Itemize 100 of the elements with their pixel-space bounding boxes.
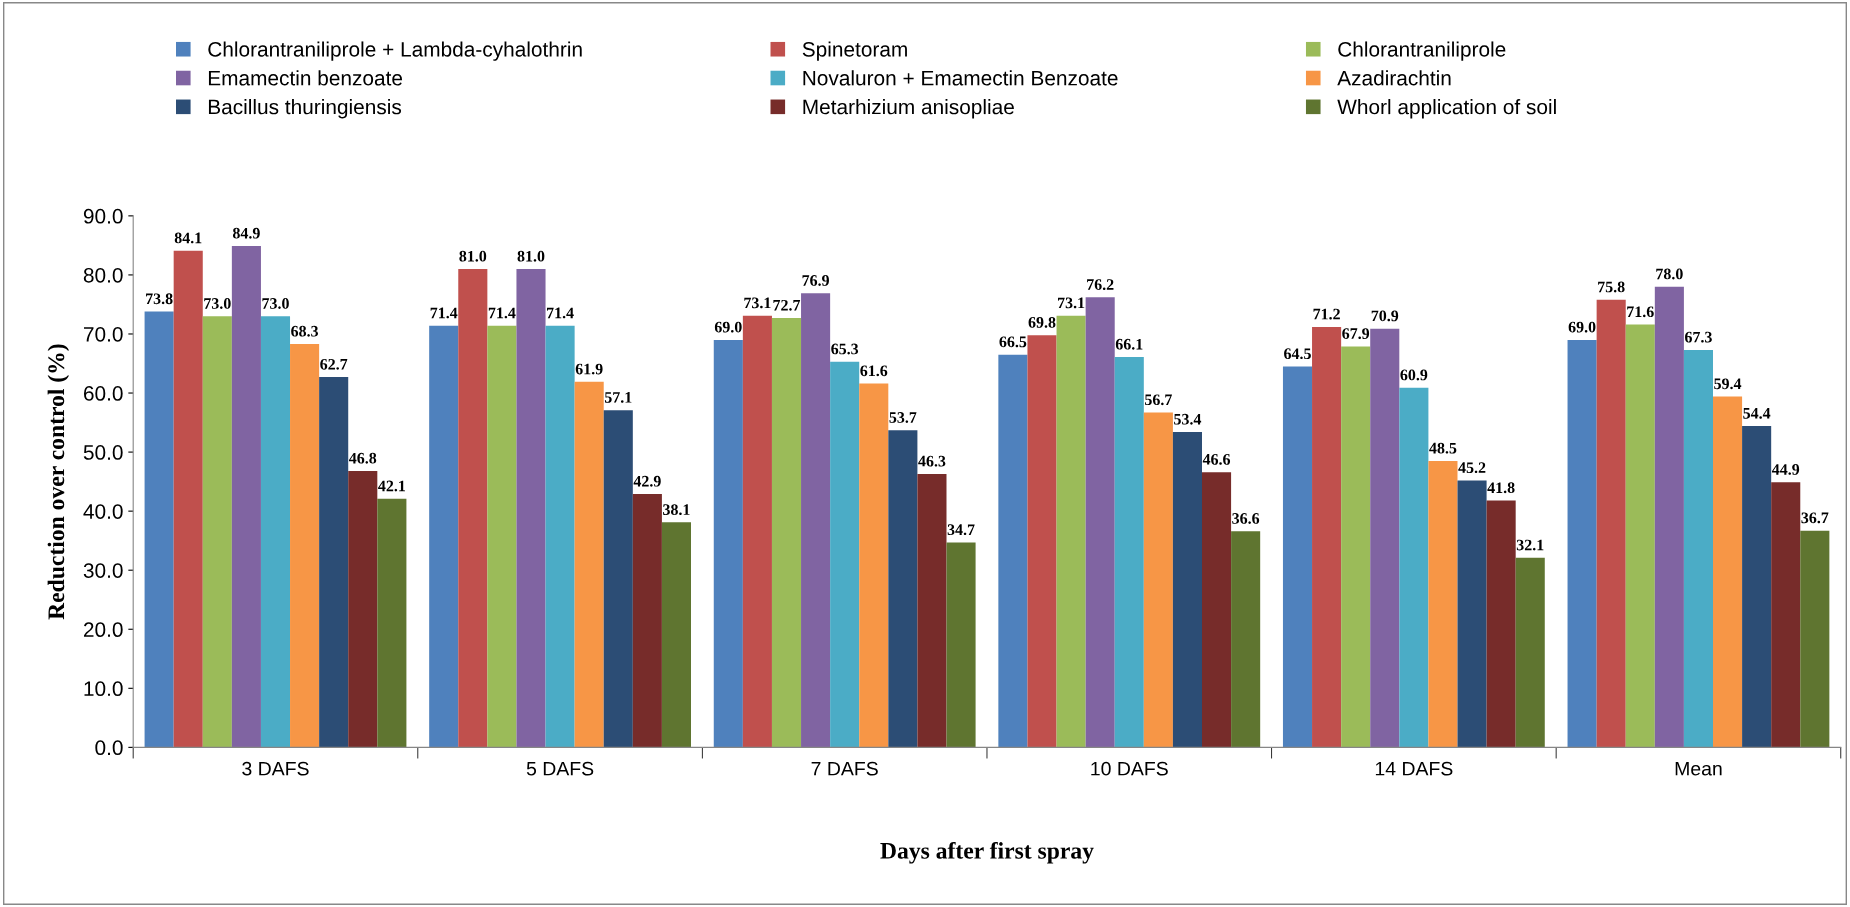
bar xyxy=(1370,328,1400,748)
bar xyxy=(260,316,291,748)
x-tick-label: 3 DAFS xyxy=(242,761,309,776)
bar xyxy=(1596,299,1626,748)
bar xyxy=(487,325,517,748)
data-label: 56.7 xyxy=(1145,394,1172,406)
data-label: 59.4 xyxy=(1714,378,1742,390)
bar xyxy=(1428,460,1458,748)
legend-label: Metarhizium anisopliae xyxy=(803,99,1014,119)
legend-label: Chlorantraniliprole xyxy=(1338,41,1506,61)
data-label: 67.9 xyxy=(1342,328,1370,340)
bar xyxy=(1399,387,1429,748)
x-tick-label: 14 DAFS xyxy=(1375,761,1453,776)
data-label: 42.1 xyxy=(378,480,406,492)
data-label: 81.0 xyxy=(459,250,487,262)
bar xyxy=(771,318,802,748)
legend-label: Azadirachtin xyxy=(1337,70,1451,86)
x-axis-title: Days after first spray xyxy=(880,841,1094,864)
bar xyxy=(1486,500,1516,748)
data-label: 42.9 xyxy=(633,475,661,487)
data-label: 76.2 xyxy=(1087,279,1114,291)
legend-label: Emamectin benzoate xyxy=(208,70,403,86)
data-label: 78.0 xyxy=(1656,268,1683,280)
bar xyxy=(888,430,918,748)
bar xyxy=(1143,412,1173,748)
x-tick-label: 7 DAFS xyxy=(811,761,878,776)
bar xyxy=(429,325,459,748)
bar xyxy=(458,269,488,748)
data-label: 73.8 xyxy=(146,293,173,305)
x-tick-label: 10 DAFS xyxy=(1091,761,1168,776)
data-label: 71.4 xyxy=(488,307,516,319)
data-label: 69.0 xyxy=(1568,321,1596,333)
bar xyxy=(1282,366,1313,748)
y-tick-label: 80.0 xyxy=(83,267,123,283)
bar xyxy=(377,498,407,748)
data-label: 81.0 xyxy=(517,250,545,262)
bar xyxy=(1085,297,1115,748)
data-label: 73.0 xyxy=(262,298,289,309)
x-tick-label: 5 DAFS xyxy=(526,761,594,776)
data-label: 69.0 xyxy=(714,321,742,333)
data-label: 57.1 xyxy=(604,392,632,403)
bar xyxy=(1713,396,1743,748)
y-axis-title: Reduction over control (%) xyxy=(47,344,70,620)
data-label: 84.1 xyxy=(174,232,202,244)
y-tick-label: 20.0 xyxy=(83,622,123,638)
data-label: 73.1 xyxy=(1058,297,1085,309)
data-label: 68.3 xyxy=(291,325,319,337)
data-label: 38.1 xyxy=(663,504,690,516)
data-label: 70.9 xyxy=(1371,310,1399,322)
data-label: 53.4 xyxy=(1174,413,1202,425)
bar xyxy=(1625,324,1655,748)
data-label: 45.2 xyxy=(1458,462,1486,474)
bar xyxy=(1771,482,1801,748)
bar xyxy=(801,293,831,748)
data-label: 71.4 xyxy=(430,307,458,319)
legend-label: Spinetoram xyxy=(802,41,907,61)
bar xyxy=(231,245,261,748)
data-label: 66.5 xyxy=(999,336,1027,348)
bar xyxy=(998,354,1028,748)
bar xyxy=(545,325,575,748)
bar xyxy=(1231,531,1261,748)
bar xyxy=(632,494,662,748)
y-tick-label: 90.0 xyxy=(83,208,123,224)
bar xyxy=(516,269,546,748)
data-label: 71.6 xyxy=(1627,306,1654,318)
y-tick-label: 10.0 xyxy=(84,681,123,697)
x-tick-label: Mean xyxy=(1675,761,1722,776)
bar xyxy=(1654,286,1684,748)
bar xyxy=(1800,530,1830,748)
bar xyxy=(830,361,860,748)
bar xyxy=(1742,426,1772,748)
bar xyxy=(1312,326,1342,748)
data-label: 61.6 xyxy=(860,365,888,377)
data-label: 36.6 xyxy=(1232,513,1260,524)
y-tick-label: 30.0 xyxy=(83,563,123,578)
data-label: 34.7 xyxy=(947,524,975,536)
bar xyxy=(1056,315,1086,748)
data-label: 48.5 xyxy=(1429,442,1457,454)
bar xyxy=(319,377,349,748)
data-label: 73.1 xyxy=(744,297,771,309)
legend-label: Whorl application of soil xyxy=(1337,99,1556,119)
data-label: 32.1 xyxy=(1516,539,1544,551)
data-label: 53.7 xyxy=(889,412,917,423)
bar xyxy=(742,315,772,748)
y-tick-label: 0.0 xyxy=(95,740,123,756)
data-label: 66.1 xyxy=(1115,338,1143,350)
bar xyxy=(917,473,947,748)
data-label: 41.8 xyxy=(1487,482,1515,494)
bar xyxy=(348,470,378,748)
data-label: 73.0 xyxy=(204,298,231,309)
bar xyxy=(1202,472,1232,748)
bar xyxy=(1515,557,1545,748)
bar xyxy=(1114,357,1144,748)
bar xyxy=(1457,480,1487,748)
bar xyxy=(946,542,976,748)
bar xyxy=(144,311,174,748)
bar xyxy=(661,522,691,748)
y-tick-label: 60.0 xyxy=(83,386,123,401)
data-label: 65.3 xyxy=(831,343,859,355)
data-label: 84.9 xyxy=(232,227,260,239)
